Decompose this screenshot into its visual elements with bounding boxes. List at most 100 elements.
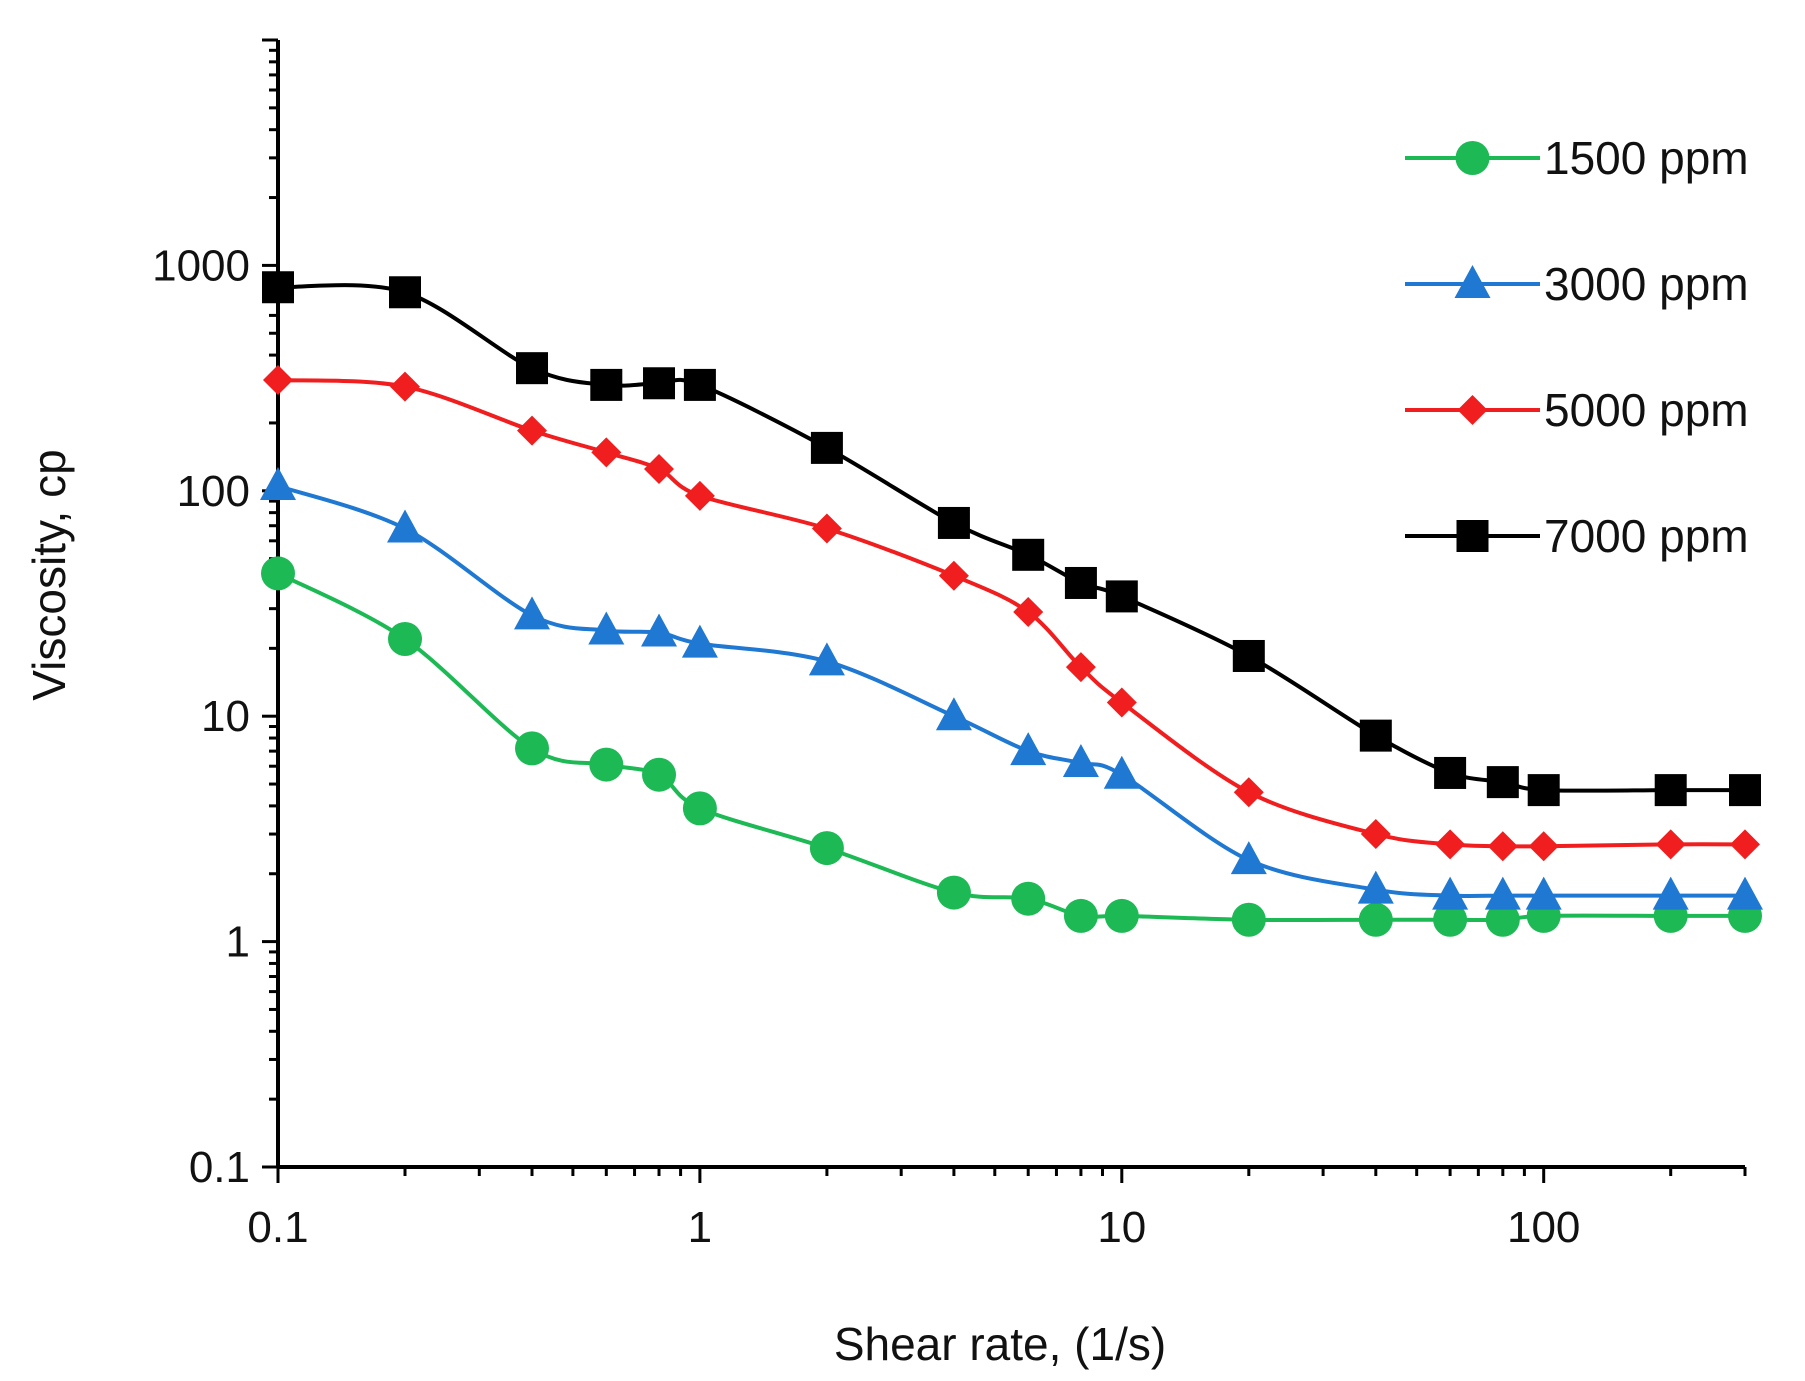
data-point (811, 513, 842, 544)
legend-label: 1500 ppm (1544, 132, 1749, 184)
data-point (588, 611, 625, 645)
data-point (810, 431, 843, 464)
data-point (1486, 766, 1519, 799)
data-point (1231, 902, 1266, 937)
series-5000-ppm (263, 365, 1760, 862)
data-point (1230, 841, 1267, 875)
data-point (263, 365, 293, 396)
series-line (277, 571, 1745, 923)
data-point (1010, 732, 1047, 766)
data-point (1063, 898, 1098, 933)
y-tick-label: 0.1 (189, 1143, 250, 1192)
y-axis-title: Viscosity, cp (23, 449, 75, 700)
data-point (1359, 719, 1392, 752)
y-tick-label: 1 (226, 918, 250, 967)
data-point (1358, 902, 1393, 937)
data-point (643, 367, 676, 400)
x-tick-label: 0.1 (247, 1203, 308, 1252)
legend-item: 1500 ppm (1405, 132, 1749, 184)
data-point (1104, 898, 1139, 933)
legend-marker (1456, 520, 1489, 552)
legend-marker (1457, 395, 1488, 425)
data-point (1065, 652, 1096, 683)
series-layer (260, 271, 1763, 937)
data-point (515, 731, 550, 766)
data-point (1103, 755, 1140, 789)
data-point (1013, 596, 1044, 627)
data-point (1727, 876, 1763, 910)
data-point (682, 791, 717, 826)
x-axis-title: Shear rate, (1/s) (834, 1318, 1166, 1370)
series-line (277, 378, 1746, 849)
data-point (1652, 876, 1689, 910)
series-1500-ppm (261, 556, 1762, 937)
data-point (937, 506, 970, 539)
data-point (1525, 876, 1562, 910)
legend-marker (1455, 141, 1490, 175)
data-point (1062, 743, 1099, 777)
data-point (514, 596, 551, 630)
data-point (683, 368, 716, 401)
data-point (262, 271, 294, 304)
legend-label: 5000 ppm (1544, 384, 1749, 436)
data-point (1729, 774, 1761, 807)
series-7000-ppm (262, 271, 1761, 807)
data-point (642, 757, 677, 792)
data-point (1360, 819, 1391, 850)
data-point (517, 415, 548, 446)
x-tick-label: 10 (1097, 1203, 1146, 1252)
data-point (1484, 876, 1521, 910)
legend-label: 3000 ppm (1544, 258, 1749, 310)
data-point (1654, 774, 1687, 807)
data-point (1012, 538, 1045, 571)
y-tick-label: 10 (201, 692, 250, 741)
x-tick-label: 1 (688, 1203, 712, 1252)
axes: 0.1 1 10 100 1000 0.1 1 10 100 (152, 38, 1747, 1252)
legend-label: 7000 ppm (1544, 510, 1749, 562)
data-point (387, 509, 424, 543)
data-point (1357, 870, 1394, 904)
legend-item: 7000 ppm (1405, 510, 1749, 562)
data-point (809, 831, 844, 866)
data-point (808, 642, 845, 676)
data-point (1435, 829, 1466, 860)
data-point (1527, 774, 1560, 807)
y-tick-label: 100 (177, 467, 250, 516)
data-point (1730, 829, 1760, 860)
data-point (389, 276, 422, 309)
data-point (1432, 876, 1469, 910)
data-point (1485, 902, 1520, 937)
series-3000-ppm (260, 467, 1763, 910)
data-point (681, 624, 718, 658)
data-point (1655, 829, 1686, 860)
data-point (1064, 566, 1097, 599)
data-point (260, 467, 296, 501)
legend: 1500 ppm 3000 ppm 5000 ppm 7000 ppm (1405, 132, 1749, 562)
data-point (591, 437, 622, 468)
data-point (644, 453, 675, 484)
data-point (684, 480, 715, 511)
legend-marker (1454, 265, 1491, 298)
data-point (1011, 881, 1046, 916)
data-point (641, 613, 678, 647)
data-point (938, 560, 969, 591)
data-point (1232, 639, 1265, 672)
legend-item: 3000 ppm (1405, 258, 1749, 310)
data-point (589, 747, 624, 782)
data-point (261, 556, 295, 591)
y-tick-label: 1000 (152, 241, 250, 290)
data-point (388, 622, 423, 657)
data-point (590, 368, 623, 401)
data-point (935, 697, 972, 731)
data-point (936, 875, 971, 910)
legend-item: 5000 ppm (1405, 384, 1749, 436)
data-point (1528, 831, 1559, 862)
data-point (1106, 687, 1137, 718)
data-point (1233, 777, 1264, 808)
x-tick-label: 100 (1507, 1203, 1580, 1252)
data-point (516, 352, 549, 385)
data-point (390, 371, 421, 402)
data-point (1487, 831, 1518, 862)
